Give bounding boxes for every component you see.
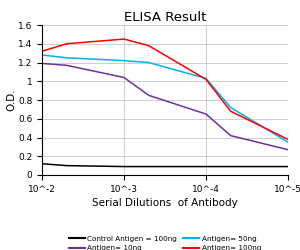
X-axis label: Serial Dilutions  of Antibody: Serial Dilutions of Antibody bbox=[92, 198, 238, 208]
Y-axis label: O.D.: O.D. bbox=[7, 89, 16, 111]
Legend: Control Antigen = 100ng, Antigen= 10ng, Antigen= 50ng, Antigen= 100ng: Control Antigen = 100ng, Antigen= 10ng, … bbox=[69, 236, 261, 250]
Title: ELISA Result: ELISA Result bbox=[124, 11, 206, 24]
